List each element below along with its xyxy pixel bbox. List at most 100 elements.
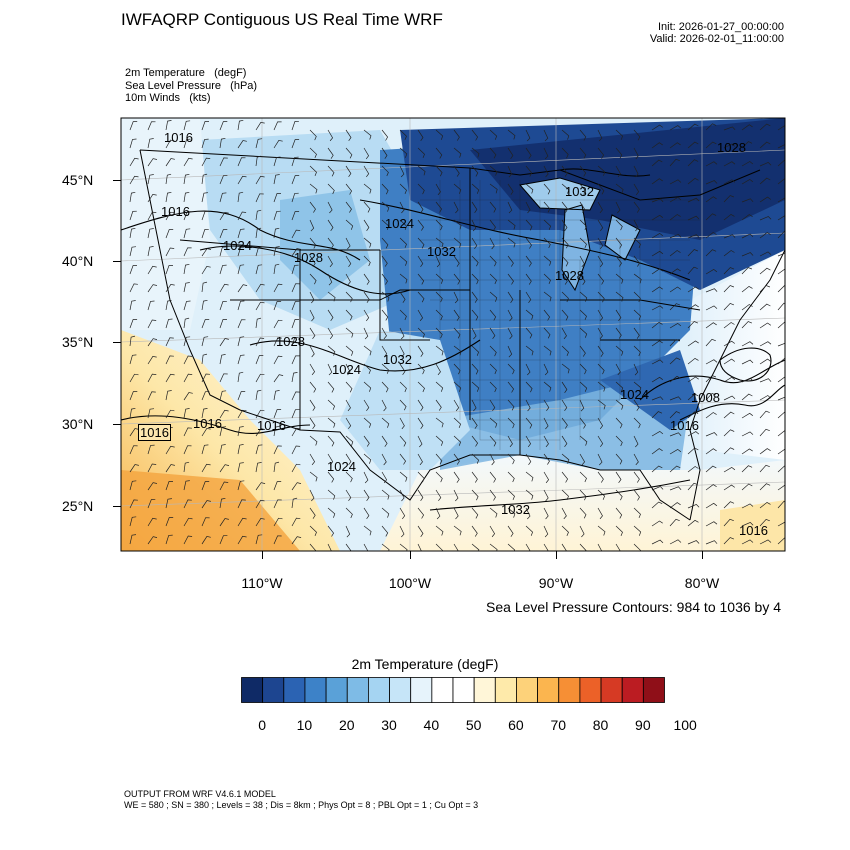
wind-barb [759,358,772,365]
warm-region-caribbean [720,500,785,551]
wind-barb [453,345,462,356]
field-winds: 10m Winds (kts) [125,92,211,104]
wind-barb [669,268,681,275]
wind-barb [255,409,265,419]
pressure-label: 1024 [327,459,356,474]
wind-barb [759,303,771,311]
wind-barb [687,141,699,149]
wind-barb [471,327,477,340]
wind-barb [417,273,425,285]
wind-barb [723,466,736,473]
wind-barb [561,453,570,464]
wind-barb [615,453,623,465]
wind-barb [651,268,663,275]
wind-barb [273,227,280,239]
colorbar-swatch [262,677,285,703]
wind-barb [345,417,352,430]
wind-barb [633,363,639,376]
wind-barb [759,322,772,329]
wind-barb [309,309,315,322]
wind-barb [489,129,498,140]
pressure-label: 1016 [161,204,190,219]
wind-barb [381,219,390,230]
wind-barb [381,255,388,267]
wind-barb [741,198,754,203]
wind-barb [597,435,604,448]
wind-barb [777,342,785,347]
wind-barb [741,304,753,311]
wind-barb [759,483,771,491]
lon-tick [410,551,411,559]
wind-barb [705,448,717,455]
wind-barb [381,381,389,393]
wind-barb [435,165,443,177]
wind-barb [291,120,299,131]
wind-barb [669,375,681,383]
wind-barb [507,471,515,483]
wind-barb [201,336,209,347]
lon-label: 80°W [684,575,720,591]
pressure-label: 1028 [555,268,584,283]
wind-barb [741,503,754,509]
wind-barb [525,363,531,376]
wind-barb [399,417,405,430]
wind-barb [399,147,408,158]
wind-barb [291,355,300,365]
wind-barb [219,137,226,149]
wind-barb [669,250,681,257]
pressure-label: 1028 [717,140,746,155]
wind-barb [579,489,587,501]
wind-barb [309,507,316,519]
colorbar-swatch [346,677,369,703]
wind-barb [291,427,301,437]
wind-barb [183,499,192,509]
wind-barb [633,291,641,303]
wind-barb [669,396,682,401]
wind-barb [165,481,174,491]
wind-barb [201,173,208,185]
wind-barb [705,359,718,365]
wind-barb [255,373,265,383]
wind-barb [741,483,753,491]
wind-barb [669,357,681,365]
pressure-label: 1028 [276,334,305,349]
wind-barb [201,211,210,221]
wind-barb [471,291,478,303]
colorbar-swatch [431,677,454,703]
wind-barb [525,489,534,500]
colorbar-tick-label: 100 [673,717,697,733]
wind-barb [255,389,262,401]
pressure-label: 1016 [257,418,286,433]
wind-barb [363,291,370,303]
wind-barb [651,411,663,419]
colorbar-swatch [304,677,327,703]
wind-barb [381,345,388,358]
wind-barb [651,520,663,527]
pressure-label: 1016 [739,523,768,538]
wind-barb [543,255,552,266]
wind-barb [183,408,190,419]
wind-barb [669,339,681,347]
colorbar-swatch [621,677,644,703]
wind-barb [435,399,442,411]
wind-barb [129,283,138,293]
wind-barb [777,500,785,509]
wind-barb [273,174,280,185]
wind-barb [489,507,498,518]
wind-barb [363,345,372,356]
wind-barb [381,183,389,195]
wind-barb [633,399,640,411]
wind-barb [435,255,441,268]
colorbar-tick-label: 60 [508,717,524,733]
wind-barb [507,255,514,267]
wind-barb [705,232,717,239]
pressure-label: 1016 [164,130,193,145]
wind-barb [687,431,700,437]
wind-barb [435,471,443,483]
wind-barb [525,183,534,194]
wind-barb [669,233,682,239]
wind-barb [543,327,551,339]
mild-region-westcoast [121,118,210,330]
wind-barb [651,124,664,131]
wind-barb [651,198,664,203]
